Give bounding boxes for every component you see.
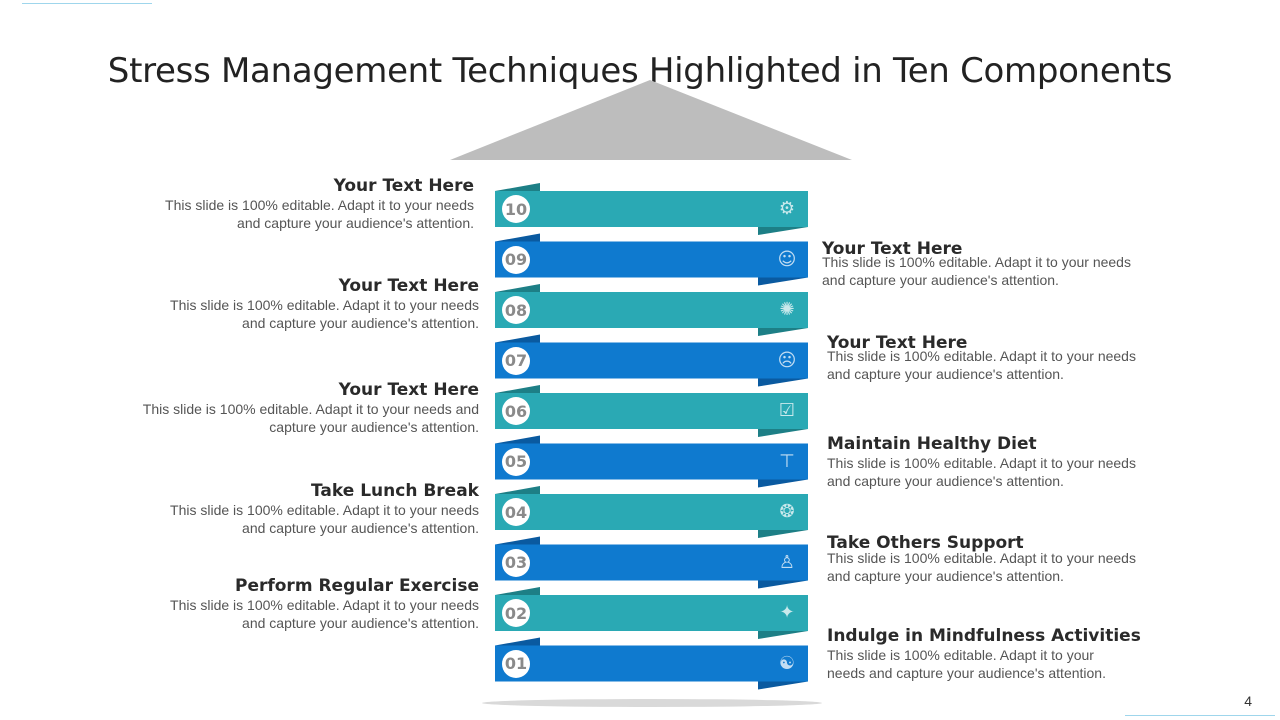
right-body-3a: This slide is 100% editable. Adapt it to… [827, 455, 1136, 471]
left-text-block-2: Your Text Here This slide is 100% editab… [119, 276, 479, 332]
left-body-3b: capture your audience's attention. [269, 419, 479, 435]
stack-shadow [482, 699, 822, 707]
right-text-block-3: Maintain Healthy Diet This slide is 100%… [827, 434, 1187, 490]
ribbon-band [495, 191, 808, 227]
ribbon-fold-right [758, 580, 808, 589]
right-body-4a: This slide is 100% editable. Adapt it to… [827, 550, 1136, 566]
ribbon-band [495, 544, 808, 581]
ribbon-band [495, 443, 808, 480]
ribbon-fold-right [758, 530, 808, 538]
left-text-block-4: Take Lunch Break This slide is 100% edit… [119, 481, 479, 537]
ribbon-band [495, 494, 808, 530]
stress-head-icon: ☹ [777, 349, 797, 371]
left-body-4a: This slide is 100% editable. Adapt it to… [170, 502, 479, 518]
ribbon-fold-left [495, 587, 540, 595]
band-number-01: 01 [502, 649, 530, 678]
right-body-1b: and capture your audience's attention. [822, 272, 1059, 288]
ribbon-fold-left [495, 486, 540, 494]
left-heading-2: Your Text Here [338, 276, 479, 296]
checklist-icon: ☑ [778, 400, 796, 421]
left-body-1b: and capture your audience's attention. [237, 215, 474, 231]
left-body-3a: This slide is 100% editable. Adapt it to… [142, 401, 479, 417]
ribbon-band [495, 595, 808, 631]
left-body-5b: and capture your audience's attention. [242, 615, 479, 631]
left-heading-5: Perform Regular Exercise [234, 576, 479, 596]
ribbon-fold-left [495, 284, 540, 292]
ribbon-band [495, 645, 808, 682]
lunch-table-icon: ⊤ [779, 450, 795, 472]
band-number-08: 08 [502, 296, 530, 324]
gear-icon: ⚙ [778, 198, 796, 219]
left-body-4b: and capture your audience's attention. [242, 520, 479, 536]
ribbon-fold-left [495, 536, 540, 545]
ribbon-fold-left [495, 183, 540, 191]
band-number-10: 10 [502, 195, 530, 223]
right-body-5a: This slide is 100% editable. Adapt it to… [827, 647, 1094, 663]
ribbon-band [495, 342, 808, 379]
top-decorative-line [22, 3, 152, 4]
support-person-icon: ♙ [778, 551, 796, 573]
ribbon-band [495, 241, 808, 278]
left-text-block-1: Your Text Here This slide is 100% editab… [114, 176, 474, 232]
ribbon-fold-right [758, 681, 808, 690]
right-heading-4: Take Others Support [827, 533, 1024, 553]
ribbon-band [495, 393, 808, 429]
ribbon-fold-left [495, 435, 540, 444]
bottom-decorative-line [1125, 715, 1275, 716]
left-body-5a: This slide is 100% editable. Adapt it to… [170, 597, 479, 613]
right-body-1a: This slide is 100% editable. Adapt it to… [822, 254, 1131, 270]
left-text-block-5: Perform Regular Exercise This slide is 1… [119, 576, 479, 632]
ribbon-fold-left [495, 637, 540, 646]
left-heading-3: Your Text Here [338, 380, 479, 400]
ribbon-fold-right [758, 227, 808, 235]
right-body-5b: needs and capture your audience's attent… [827, 665, 1106, 681]
right-text-block-2: Your Text Here This slide is 100% editab… [827, 333, 1187, 383]
ribbon-fold-left [495, 233, 540, 242]
band-number-05: 05 [502, 447, 530, 476]
right-text-block-1: Your Text Here This slide is 100% editab… [822, 239, 1182, 289]
meditation-icon: ☯ [778, 652, 796, 674]
brain-icon: ✺ [779, 299, 795, 320]
left-body-2a: This slide is 100% editable. Adapt it to… [170, 297, 479, 313]
right-body-2a: This slide is 100% editable. Adapt it to… [827, 348, 1136, 364]
band-number-07: 07 [502, 346, 530, 375]
ribbon-fold-right [758, 328, 808, 336]
roof-triangle [450, 80, 852, 160]
right-body-4b: and capture your audience's attention. [827, 568, 1064, 584]
right-text-block-5: Indulge in Mindfulness Activities This s… [827, 626, 1187, 682]
left-heading-4: Take Lunch Break [311, 481, 479, 501]
ribbon-fold-right [758, 378, 808, 387]
left-body-2b: and capture your audience's attention. [242, 315, 479, 331]
right-heading-1: Your Text Here [822, 239, 963, 259]
ribbon-fold-right [758, 429, 808, 437]
band-number-06: 06 [502, 397, 530, 425]
ribbon-fold-right [758, 277, 808, 286]
page-number: 4 [1244, 693, 1252, 709]
ribbon-fold-right [758, 631, 808, 639]
food-plate-icon: ❂ [779, 501, 795, 522]
band-number-04: 04 [502, 498, 530, 526]
ribbon-fold-right [758, 479, 808, 488]
left-body-1a: This slide is 100% editable. Adapt it to… [165, 197, 474, 213]
right-heading-2: Your Text Here [827, 333, 968, 353]
ribbon-fold-left [495, 334, 540, 343]
right-text-block-4: Take Others Support This slide is 100% e… [827, 533, 1187, 585]
lightbulb-head-icon: ✦ [779, 602, 795, 623]
right-heading-5: Indulge in Mindfulness Activities [827, 626, 1141, 646]
band-number-02: 02 [502, 599, 530, 627]
head-person-icon: ☺ [777, 248, 797, 270]
left-text-block-3: Your Text Here This slide is 100% editab… [119, 380, 479, 436]
band-number-09: 09 [502, 245, 530, 274]
left-heading-1: Your Text Here [333, 176, 474, 196]
right-heading-3: Maintain Healthy Diet [827, 434, 1037, 454]
ribbon-band [495, 292, 808, 328]
ribbon-fold-left [495, 385, 540, 393]
band-number-03: 03 [502, 548, 530, 577]
right-body-3b: and capture your audience's attention. [827, 473, 1064, 489]
right-body-2b: and capture your audience's attention. [827, 366, 1064, 382]
